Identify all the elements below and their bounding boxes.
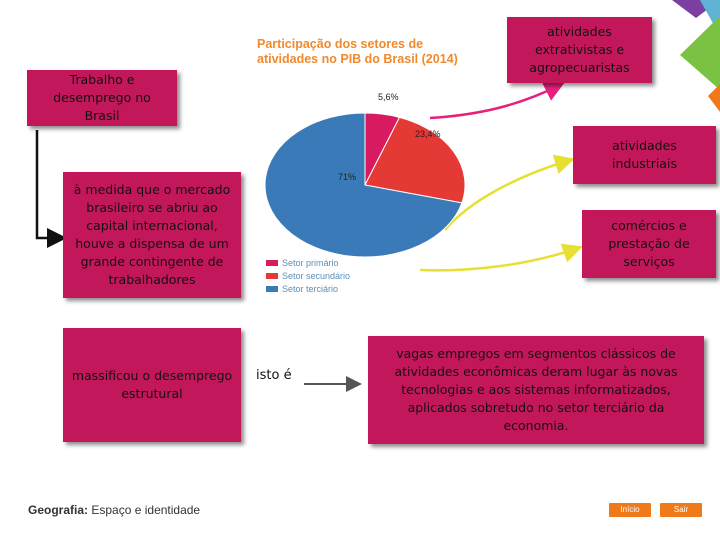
box-trabalho-desemprego: Trabalho e desemprego no Brasil [27, 70, 177, 126]
legend-label-secundario: Setor secundário [282, 271, 351, 281]
connector-trabalho-to-mercado [35, 130, 67, 248]
inicio-button[interactable]: Início [609, 503, 651, 517]
label-isto-e: isto é [256, 368, 292, 383]
box-atividades-industriais: atividades industriais [573, 126, 716, 184]
arrow-yellow-terciario [419, 243, 583, 272]
box-comercios-servicos: comércios e prestação de serviços [582, 210, 716, 278]
footer-subject: Geografia: [28, 503, 89, 517]
footer-book-title: Geografia: Espaço e identidade [28, 503, 200, 517]
legend-swatch-primario [266, 260, 278, 266]
legend-label-terciario: Setor terciário [282, 284, 339, 294]
legend-item-terciario: Setor terciário [266, 284, 338, 294]
legend-item-secundario: Setor secundário [266, 271, 350, 281]
brand-corner-logo [672, 0, 720, 112]
chart-title: Participação dos setores de atividades n… [257, 37, 467, 69]
box-mercado-abertura: à medida que o mercado brasileiro se abr… [63, 172, 241, 298]
box-atividades-extrativistas: atividades extrativistas e agropecuarist… [507, 17, 652, 83]
pie-chart: 5,6% 23,4% 71% [264, 92, 466, 258]
arrow-yellow-secundario [444, 154, 575, 231]
pie-label-terciario: 71% [338, 172, 356, 182]
legend-swatch-secundario [266, 273, 278, 279]
sair-button[interactable]: Sair [660, 503, 702, 517]
pie-label-primario: 5,6% [378, 92, 399, 102]
legend-label-primario: Setor primário [282, 258, 339, 268]
arrow-pink-primario [429, 82, 565, 120]
pie-slice-terciario [264, 112, 463, 258]
pie-slice-secundario [364, 116, 466, 204]
box-massificou-desemprego: massificou o desemprego estrutural [63, 328, 241, 442]
footer-book: Espaço e identidade [91, 503, 201, 517]
legend-item-primario: Setor primário [266, 258, 339, 268]
box-vagas-empregos: vagas empregos em segmentos clássicos de… [368, 336, 704, 444]
legend-swatch-terciario [266, 286, 278, 292]
pie-label-secundario: 23,4% [415, 129, 441, 139]
